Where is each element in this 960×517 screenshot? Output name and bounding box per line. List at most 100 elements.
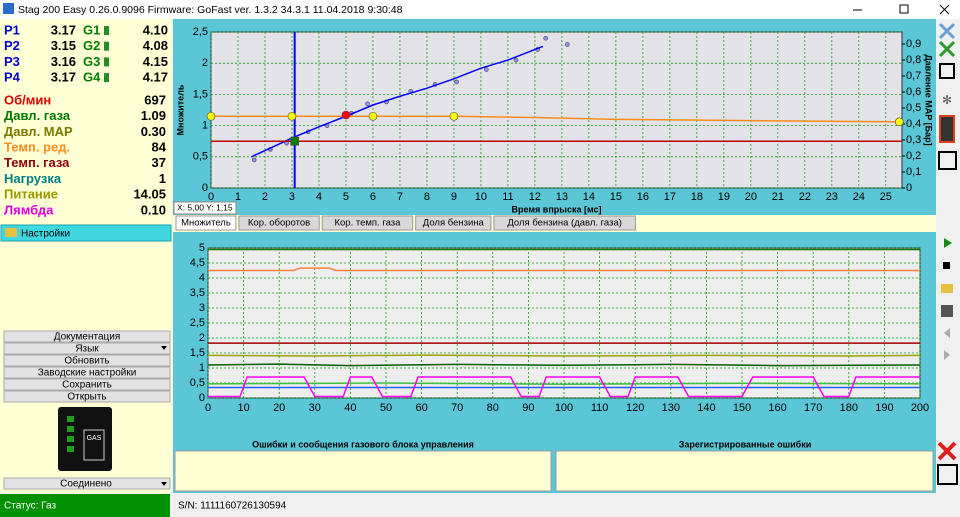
open-button[interactable] — [941, 284, 953, 293]
data-point — [895, 117, 904, 127]
x-tick-label: 140 — [697, 402, 715, 414]
tool-button[interactable] — [938, 151, 957, 170]
close-button[interactable] — [939, 4, 950, 15]
parameter-label: Давл. газа — [4, 108, 71, 123]
data-point — [454, 79, 459, 85]
folder-icon — [5, 228, 17, 237]
data-point — [449, 111, 459, 121]
injector-label: P1 — [4, 22, 20, 37]
tab-label: Кор. оборотов — [248, 218, 310, 229]
next-button[interactable] — [944, 350, 950, 360]
y-tick-label: 5 — [199, 242, 205, 254]
y-tick-label: 1 — [202, 120, 208, 132]
tab-label: Доля бензина — [423, 218, 485, 229]
menu-button[interactable] — [3, 330, 171, 343]
x-tick-label: 20 — [273, 402, 285, 414]
restore-button[interactable] — [899, 4, 909, 14]
settings-header[interactable] — [0, 224, 172, 242]
menu-button-label: Заводские настройки — [38, 368, 137, 379]
tool-button[interactable]: ✻ — [942, 93, 952, 107]
x-tick-label: 5 — [343, 191, 349, 203]
stop-button[interactable] — [943, 262, 950, 269]
y2-tick-label: 0,2 — [906, 150, 921, 162]
tool-button[interactable] — [939, 63, 955, 79]
registered-title: Зарегистрированные ошибки — [679, 439, 811, 449]
connection-dropdown[interactable] — [3, 477, 171, 490]
data-point — [543, 35, 549, 41]
gas-injector-label: G2 — [83, 38, 100, 53]
injector-label: P2 — [4, 38, 20, 53]
y2-tick-label: 0,6 — [906, 86, 921, 98]
serial-number: S/N: 1111160726130594 — [178, 501, 287, 512]
prev-button[interactable] — [944, 328, 950, 338]
tab[interactable] — [493, 215, 636, 231]
tool-button[interactable] — [938, 40, 956, 58]
tab[interactable] — [321, 215, 414, 231]
y2-tick-label: 0 — [906, 182, 912, 194]
connection-label: Соединено — [60, 479, 112, 490]
series-line — [208, 376, 920, 398]
x-tick-label: 40 — [344, 402, 356, 414]
x-tick-label: 21 — [772, 191, 784, 203]
x-tick-label: 13 — [556, 191, 568, 203]
menu-button[interactable] — [3, 390, 171, 403]
x-tick-label: 190 — [875, 402, 893, 414]
parameter-label: Давл. MAP — [4, 124, 73, 139]
parameter-value: 37 — [152, 155, 166, 170]
menu-button[interactable] — [3, 354, 171, 367]
x-tick-label: 7 — [397, 191, 403, 203]
cursor-readout-box — [173, 201, 237, 215]
x-tick-label: 6 — [370, 191, 376, 203]
injector-icon — [104, 41, 109, 51]
parameter-label: Об/мин — [4, 92, 51, 107]
clear-button[interactable] — [937, 441, 957, 461]
x-tick-label: 19 — [718, 191, 730, 203]
save-button[interactable] — [941, 305, 953, 317]
menu-button[interactable] — [3, 378, 171, 391]
tab[interactable] — [415, 215, 492, 231]
x-tick-label: 0 — [205, 402, 211, 414]
injector-label: P3 — [4, 54, 20, 69]
parameter-label: Питание — [4, 187, 58, 202]
play-button[interactable] — [944, 238, 952, 248]
errors-box — [174, 450, 552, 492]
data-point — [484, 67, 489, 72]
x-tick-label: 90 — [522, 402, 534, 414]
x-tick-label: 10 — [237, 402, 249, 414]
x-tick-label: 24 — [853, 191, 865, 203]
menu-button-label: Язык — [75, 344, 99, 355]
gas-injector-time: 4.08 — [143, 38, 168, 53]
tool-button[interactable] — [937, 464, 958, 485]
status-text: Статус: Газ — [4, 501, 56, 512]
x-tick-label: 170 — [804, 402, 822, 414]
gas-injector-time: 4.15 — [143, 54, 168, 69]
parameter-label: Лямбда — [4, 202, 54, 217]
x-tick-label: 160 — [768, 402, 786, 414]
series-line — [211, 115, 903, 123]
errors-title: Ошибки и сообщения газового блока управл… — [252, 439, 474, 449]
tool-button[interactable] — [939, 115, 955, 143]
tool-button[interactable] — [938, 22, 956, 40]
y2-tick-label: 0,1 — [906, 166, 921, 178]
parameter-label: Нагрузка — [4, 171, 62, 186]
x-tick-label: 22 — [799, 191, 811, 203]
menu-button[interactable] — [3, 342, 171, 355]
data-point — [564, 42, 570, 47]
parameter-value: 84 — [152, 140, 167, 155]
x-tick-label: 200 — [911, 402, 929, 414]
data-point — [251, 157, 257, 163]
tab[interactable] — [175, 215, 237, 231]
injector-icon — [104, 57, 109, 67]
x-tick-label: 16 — [637, 191, 649, 203]
menu-button[interactable] — [3, 366, 171, 379]
y2-tick-label: 0,8 — [906, 54, 921, 66]
y2-tick-label: 0,5 — [906, 102, 921, 114]
series-line — [251, 45, 544, 158]
series-line — [208, 267, 920, 272]
x-tick-label: 12 — [529, 191, 541, 203]
menu-button-label: Открыть — [67, 392, 106, 403]
injector-label: P4 — [4, 70, 21, 85]
tab[interactable] — [238, 215, 320, 231]
x-tick-label: 17 — [664, 191, 676, 203]
